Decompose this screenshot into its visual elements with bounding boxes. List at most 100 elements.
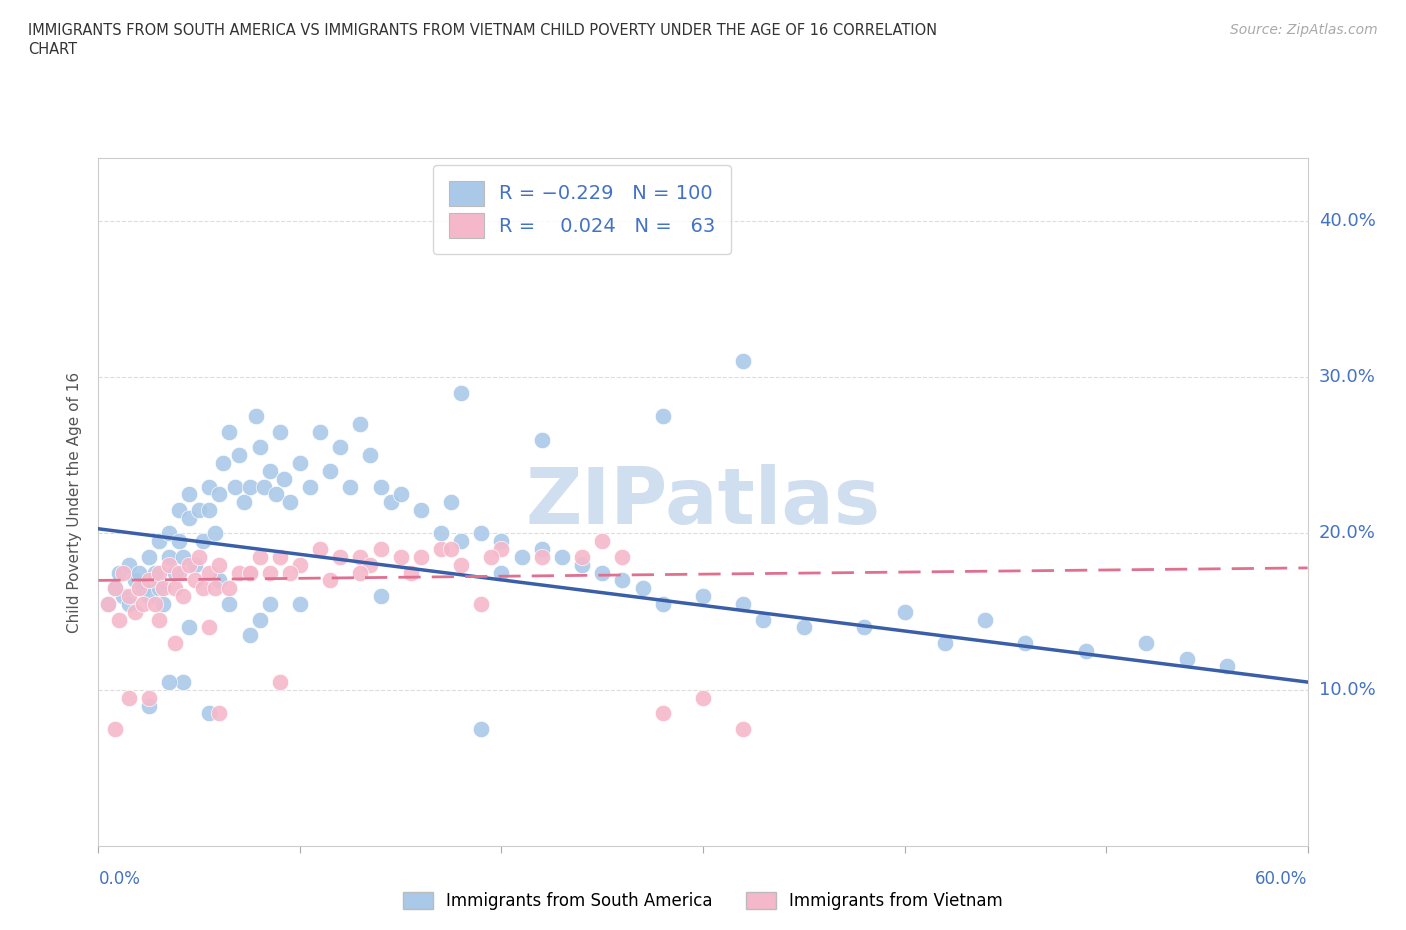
- Point: [138, 589, 160, 604]
- Point: [349, 565, 371, 580]
- Point: [208, 573, 231, 588]
- Point: [148, 534, 170, 549]
- Text: 20.0%: 20.0%: [1319, 525, 1375, 542]
- Point: [934, 635, 956, 650]
- Text: 30.0%: 30.0%: [1319, 368, 1375, 386]
- Point: [893, 604, 915, 619]
- Point: [103, 722, 125, 737]
- Point: [204, 580, 226, 596]
- Point: [651, 409, 673, 424]
- Point: [612, 573, 634, 588]
- Point: [152, 580, 174, 596]
- Point: [370, 479, 392, 494]
- Point: [360, 448, 382, 463]
- Point: [349, 417, 371, 432]
- Point: [218, 596, 240, 611]
- Point: [239, 479, 262, 494]
- Point: [143, 565, 166, 580]
- Point: [278, 565, 301, 580]
- Point: [309, 424, 332, 439]
- Point: [450, 557, 472, 572]
- Point: [232, 495, 254, 510]
- Point: [118, 557, 141, 572]
- Point: [208, 557, 231, 572]
- Point: [752, 612, 775, 627]
- Point: [299, 479, 322, 494]
- Point: [288, 557, 311, 572]
- Point: [571, 550, 593, 565]
- Point: [733, 596, 755, 611]
- Point: [245, 409, 267, 424]
- Text: ZIPatlas: ZIPatlas: [526, 464, 880, 540]
- Point: [188, 550, 211, 565]
- Point: [329, 440, 352, 455]
- Point: [107, 612, 129, 627]
- Point: [440, 495, 463, 510]
- Point: [591, 534, 613, 549]
- Point: [97, 596, 120, 611]
- Point: [440, 541, 463, 556]
- Point: [249, 612, 271, 627]
- Point: [733, 354, 755, 369]
- Text: 0.0%: 0.0%: [98, 870, 141, 888]
- Point: [1074, 644, 1097, 658]
- Point: [118, 690, 141, 705]
- Point: [193, 534, 215, 549]
- Point: [360, 557, 382, 572]
- Point: [370, 541, 392, 556]
- Point: [339, 479, 361, 494]
- Point: [138, 573, 160, 588]
- Point: [409, 502, 432, 517]
- Point: [380, 495, 402, 510]
- Point: [329, 550, 352, 565]
- Point: [204, 526, 226, 541]
- Text: 60.0%: 60.0%: [1256, 870, 1308, 888]
- Point: [1175, 651, 1198, 666]
- Point: [278, 495, 301, 510]
- Point: [1014, 635, 1036, 650]
- Point: [530, 550, 553, 565]
- Point: [530, 432, 553, 447]
- Point: [370, 589, 392, 604]
- Point: [551, 550, 574, 565]
- Point: [612, 550, 634, 565]
- Point: [591, 565, 613, 580]
- Point: [253, 479, 276, 494]
- Point: [148, 565, 170, 580]
- Point: [409, 550, 432, 565]
- Point: [228, 448, 250, 463]
- Point: [239, 628, 262, 643]
- Point: [138, 690, 160, 705]
- Point: [974, 612, 997, 627]
- Point: [239, 565, 262, 580]
- Point: [224, 479, 246, 494]
- Point: [269, 674, 291, 689]
- Point: [530, 541, 553, 556]
- Point: [249, 550, 271, 565]
- Point: [399, 565, 422, 580]
- Point: [163, 635, 186, 650]
- Point: [733, 722, 755, 737]
- Point: [148, 612, 170, 627]
- Point: [208, 706, 231, 721]
- Text: 40.0%: 40.0%: [1319, 212, 1375, 230]
- Point: [177, 487, 201, 502]
- Point: [470, 526, 492, 541]
- Point: [118, 589, 141, 604]
- Point: [288, 596, 311, 611]
- Point: [198, 565, 221, 580]
- Point: [470, 596, 492, 611]
- Point: [167, 565, 190, 580]
- Point: [430, 541, 453, 556]
- Point: [389, 550, 412, 565]
- Point: [273, 472, 295, 486]
- Point: [198, 706, 221, 721]
- Point: [198, 620, 221, 635]
- Point: [143, 596, 166, 611]
- Point: [218, 424, 240, 439]
- Point: [157, 674, 180, 689]
- Point: [692, 690, 714, 705]
- Point: [163, 565, 186, 580]
- Point: [1135, 635, 1157, 650]
- Point: [184, 573, 207, 588]
